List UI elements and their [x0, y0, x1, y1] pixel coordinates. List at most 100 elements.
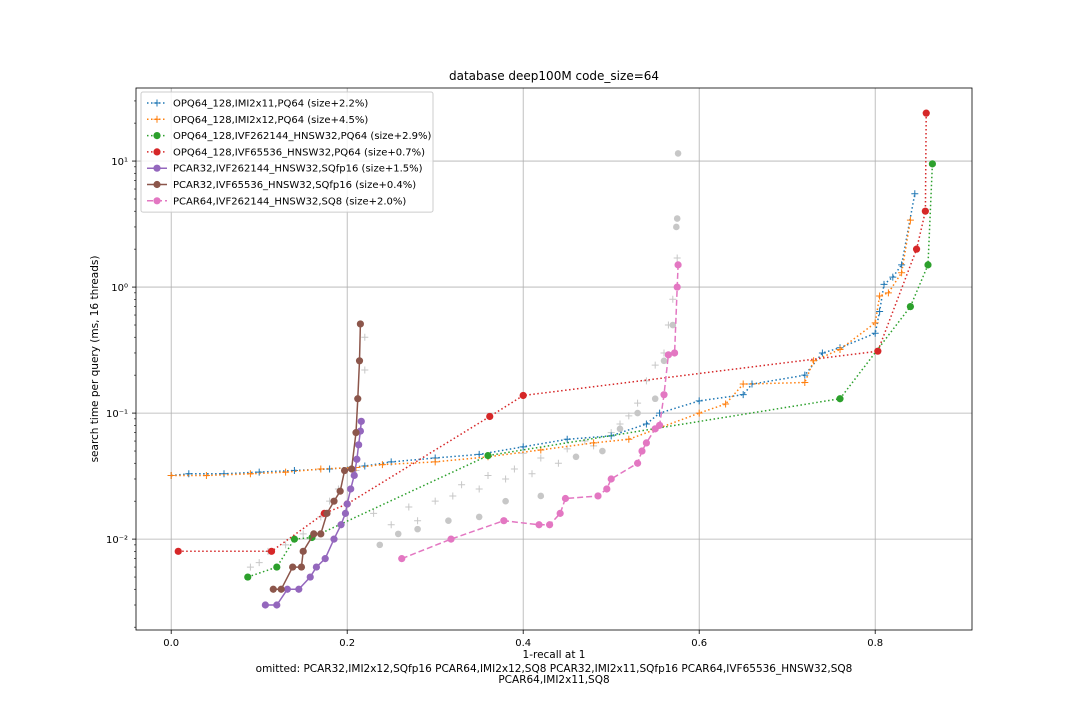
background-circle-point	[537, 492, 545, 500]
legend-label: OPQ64_128,IMI2x12,PQ64 (size+4.5%)	[173, 115, 368, 126]
data-point	[836, 395, 844, 403]
data-point	[352, 429, 360, 437]
data-point	[656, 421, 664, 429]
background-plus-point	[387, 521, 395, 529]
series-line	[273, 323, 362, 591]
background-plus-point	[246, 563, 254, 571]
background-plus-point	[642, 377, 650, 385]
data-point	[876, 308, 884, 316]
data-point	[267, 547, 276, 555]
legend-label: PCAR64,IVF262144_HNSW32,SQ8 (size+2.0%)	[173, 196, 406, 207]
series-4	[261, 417, 365, 609]
data-point	[563, 435, 571, 443]
background-plus-point	[475, 485, 483, 493]
data-point	[341, 509, 350, 517]
background-circle-point	[475, 513, 483, 521]
data-point	[357, 417, 365, 425]
data-point	[898, 269, 906, 277]
data-point	[431, 458, 439, 466]
legend-marker	[153, 197, 161, 205]
legend-item: OPQ64_128,IVF65536_HNSW32,PQ64 (size+0.7…	[147, 147, 425, 158]
data-point	[283, 585, 291, 593]
data-point	[625, 435, 633, 443]
series-5	[269, 320, 364, 593]
data-point	[261, 601, 269, 609]
data-point	[486, 412, 494, 421]
background-plus-point	[255, 559, 263, 567]
data-point	[348, 465, 356, 473]
legend-label: OPQ64_128,IVF65536_HNSW32,PQ64 (size+0.7…	[173, 147, 425, 158]
data-point	[906, 216, 914, 224]
background-plus-point	[519, 449, 527, 457]
omitted-note-line-1: omitted: PCAR32,IMI2x12,SQfp16 PCAR64,IM…	[256, 663, 853, 675]
data-point	[871, 319, 879, 327]
data-point	[603, 485, 611, 493]
data-point	[836, 345, 844, 353]
data-point	[546, 521, 554, 529]
background-plus-point	[484, 471, 492, 479]
data-point	[912, 245, 921, 253]
background-circle-point	[394, 530, 402, 538]
data-point	[484, 451, 492, 460]
legend-marker	[153, 115, 161, 123]
data-point	[911, 190, 919, 198]
data-point	[475, 450, 483, 458]
data-point	[921, 207, 929, 215]
data-point	[353, 455, 361, 463]
data-point	[289, 563, 297, 571]
data-point	[810, 357, 818, 365]
background-points	[246, 150, 682, 571]
data-point	[336, 487, 344, 495]
data-point	[355, 357, 364, 365]
background-circle-point	[445, 517, 452, 524]
data-point	[638, 447, 646, 455]
data-point	[561, 494, 570, 503]
data-point	[297, 563, 306, 571]
background-plus-point	[528, 470, 536, 478]
data-point	[695, 409, 703, 417]
data-point	[906, 302, 915, 311]
y-tick-label: 10⁰	[111, 283, 128, 294]
legend-item: OPQ64_128,IMI2x11,PQ64 (size+2.2%)	[147, 99, 368, 110]
background-plus-point	[537, 454, 545, 462]
data-point	[246, 470, 254, 478]
data-point	[273, 601, 281, 609]
data-point	[290, 467, 298, 475]
data-point	[378, 461, 386, 469]
data-point	[535, 521, 543, 529]
legend-item: PCAR32,IVF262144_HNSW32,SQfp16 (size+1.5…	[147, 164, 423, 175]
data-point	[447, 535, 455, 543]
background-plus-point	[458, 481, 466, 489]
background-plus-point	[414, 517, 422, 525]
background-circle-point	[651, 395, 659, 403]
data-point	[354, 395, 362, 403]
background-plus-point	[449, 492, 457, 500]
background-plus-point	[299, 530, 307, 538]
y-axis: 10⁻² 10⁻¹ 10⁰ 10¹	[106, 100, 136, 628]
data-point	[244, 573, 252, 581]
data-point	[356, 320, 364, 328]
legend-marker	[153, 164, 161, 172]
background-plus-point	[361, 366, 369, 374]
y-axis-label: search time per query (ms, 16 threads)	[89, 256, 101, 463]
data-point	[739, 380, 747, 388]
data-point	[306, 573, 314, 581]
legend-item: PCAR64,IVF262144_HNSW32,SQ8 (size+2.0%)	[147, 196, 406, 207]
data-point	[607, 475, 615, 483]
background-circle-point	[673, 223, 680, 231]
data-point	[273, 563, 281, 571]
background-plus-point	[431, 497, 439, 505]
data-point	[220, 470, 228, 478]
legend-item: OPQ64_128,IVF262144_HNSW32,PQ64 (size+2.…	[147, 131, 431, 142]
legend: OPQ64_128,IMI2x11,PQ64 (size+2.2%) OPQ64_…	[140, 91, 434, 213]
series-layer	[167, 109, 937, 609]
background-plus-point	[581, 437, 589, 445]
y-tick-label: 10⁻²	[106, 535, 128, 546]
data-point	[202, 471, 210, 479]
background-circle-point	[616, 425, 624, 433]
data-point	[347, 485, 355, 493]
background-plus-point	[405, 503, 413, 511]
data-point	[290, 535, 298, 543]
data-point	[519, 391, 527, 400]
